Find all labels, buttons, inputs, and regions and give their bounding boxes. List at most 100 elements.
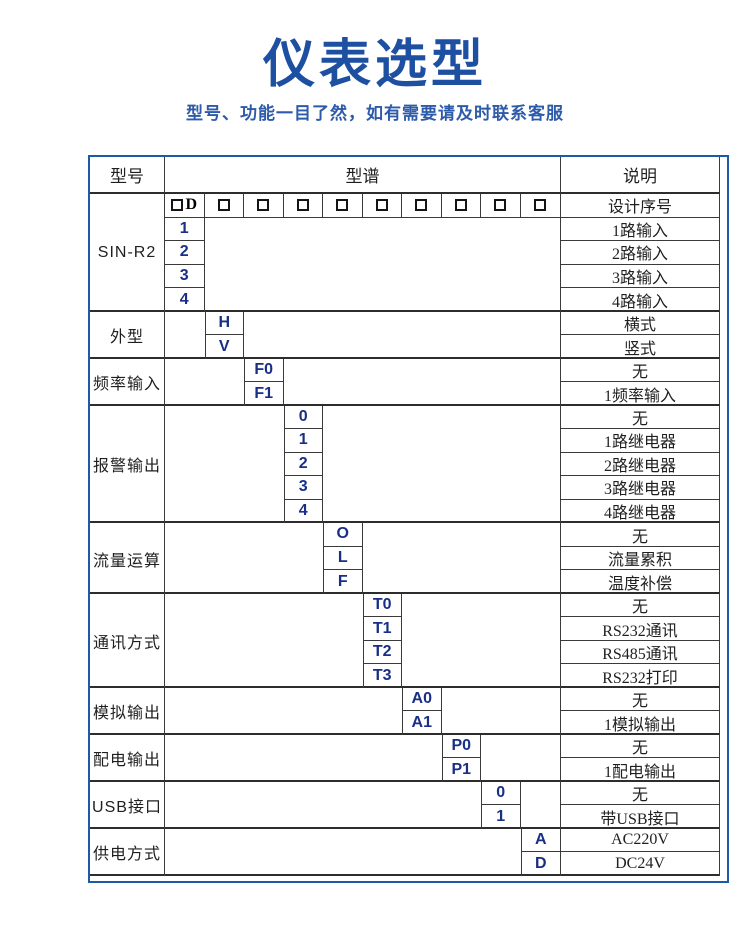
category-cell: 供电方式 [90, 828, 165, 876]
desc-cell: 1模拟输出 [560, 711, 720, 735]
desc-cell: 无 [560, 687, 720, 712]
desc-cell: 无 [560, 781, 720, 806]
code-cell: P1 [441, 758, 481, 782]
page-subtitle: 型号、功能一目了然，如有需要请及时联系客服 [186, 104, 564, 123]
code-cell: 4 [283, 499, 323, 524]
code-cell: T0 [362, 593, 402, 618]
category-block: 报警输出 0 1 2 3 4 无 1路继电器 2路继电器 3路继电器 4路继电器 [90, 405, 720, 524]
checkbox-square-icon [494, 199, 507, 212]
spec-square-cell [244, 194, 284, 218]
spec-square-cell [204, 194, 244, 218]
checkbox-square-icon [336, 199, 349, 212]
category-cell: 配电输出 [90, 734, 165, 782]
desc-cell: RS485通讯 [560, 640, 720, 665]
desc-cell: 2路继电器 [560, 452, 720, 477]
code-cell: O [323, 523, 363, 547]
col-header-spectrum: 型谱 [165, 157, 560, 194]
code-cell: 4 [165, 288, 205, 312]
spec-square-cell [402, 194, 442, 218]
code-cell: 2 [165, 241, 205, 265]
design-code-suffix: D [185, 196, 198, 214]
spec-square-cell [520, 194, 560, 218]
desc-cell: 4路继电器 [560, 499, 720, 524]
category-block: 流量运算 O L F 无流量累积 温度补偿 [90, 523, 720, 594]
code-cell: 1 [481, 805, 521, 829]
category-block: 通讯方式 T0 T1 T2 T3 无 RS232通讯 RS485通讯 RS232打印 [90, 593, 720, 688]
code-cell: 2 [283, 452, 323, 477]
code-cell: V [204, 335, 244, 359]
code-cell: A [520, 828, 560, 853]
desc-cell: 流量累积 [560, 546, 720, 571]
category-block: 外型 H V 横式 竖式 [90, 311, 720, 359]
desc-cell: RS232打印 [560, 664, 720, 688]
category-cell: USB接口 [90, 781, 165, 829]
category-block: USB接口 0 1 无带USB接口 [90, 781, 720, 829]
category-block: 配电输出 P0 P1 无 1配电输出 [90, 734, 720, 782]
desc-cell: AC220V [560, 828, 720, 853]
code-cell: A0 [402, 687, 442, 712]
spec-square-cell [283, 194, 323, 218]
category-cell: 流量运算 [90, 523, 165, 594]
code-cell: T1 [362, 617, 402, 641]
category-block: 频率输入 F0 F1 无 1频率输入 [90, 358, 720, 406]
desc-cell: 2路输入 [560, 241, 720, 265]
code-cell: T3 [362, 664, 402, 688]
code-cell: 3 [283, 476, 323, 500]
desc-cell: 竖式 [560, 335, 720, 359]
col-header-model: 型号 [90, 157, 165, 194]
desc-cell: 无 [560, 734, 720, 759]
code-cell: D [520, 852, 561, 876]
desc-cell: 1配电输出 [560, 758, 720, 782]
code-cell: F [323, 570, 363, 594]
checkbox-square-icon [257, 199, 270, 212]
code-cell: F0 [244, 358, 284, 383]
code-cell: P0 [441, 734, 481, 759]
code-cell: 1 [283, 429, 323, 453]
desc-cell: 无 [560, 593, 720, 618]
desc-cell: 1路继电器 [560, 429, 720, 453]
desc-cell: 3路继电器 [560, 476, 720, 500]
desc-cell: 无 [560, 405, 720, 430]
spec-square-cell [323, 194, 363, 218]
checkbox-square-icon [296, 199, 309, 212]
code-cell: 3 [165, 264, 205, 289]
desc-cell: 带USB接口 [560, 805, 720, 829]
col-header-description: 说明 [560, 157, 720, 194]
code-cell: A1 [402, 711, 442, 735]
desc-cell: 设计序号 [560, 194, 720, 218]
desc-cell: 无 [560, 523, 720, 547]
spec-square-cell: D [165, 194, 205, 218]
category-block: 供电方式 A D AC220V DC24V [90, 828, 720, 876]
category-cell: 通讯方式 [90, 593, 165, 688]
category-cell: 频率输入 [90, 358, 165, 406]
category-cell: 外型 [90, 311, 165, 359]
desc-cell: 3路输入 [560, 264, 720, 289]
desc-cell: 横式 [560, 311, 720, 336]
category-cell: 报警输出 [90, 405, 165, 524]
checkbox-square-icon [454, 199, 467, 212]
desc-cell: RS232通讯 [560, 617, 720, 641]
code-cell: H [204, 311, 244, 336]
desc-cell: 1路输入 [560, 217, 720, 242]
desc-cell: 1频率输入 [560, 382, 720, 406]
spec-square-cell [441, 194, 481, 218]
code-cell: F1 [244, 382, 284, 406]
category-cell: SIN-R2 [90, 194, 165, 312]
selection-table: 型号 型谱 说明 SIN-R2 D 1 2 3 4 设计序号 1路输入 2路输入 3路输入 4路输入 外型 H… [88, 155, 729, 883]
code-cell: 1 [165, 217, 205, 242]
spec-square-cell [481, 194, 521, 218]
category-cell: 模拟输出 [90, 687, 165, 735]
code-cell: 0 [481, 781, 521, 806]
desc-cell: 4路输入 [560, 288, 720, 312]
code-cell: T2 [362, 640, 402, 665]
checkbox-square-icon [171, 199, 184, 212]
desc-cell: DC24V [560, 852, 720, 876]
page-title: 仪表选型 [262, 36, 487, 94]
category-block: SIN-R2 D 1 2 3 4 设计序号 1路输入 2路输入 3路输入 4路输入 [90, 194, 720, 312]
checkbox-square-icon [217, 199, 230, 212]
code-cell: L [323, 546, 363, 571]
category-block: 模拟输出 A0 A1 无 1模拟输出 [90, 687, 720, 735]
spec-square-cell [362, 194, 402, 218]
checkbox-square-icon [375, 199, 388, 212]
desc-cell: 无 [560, 358, 720, 383]
